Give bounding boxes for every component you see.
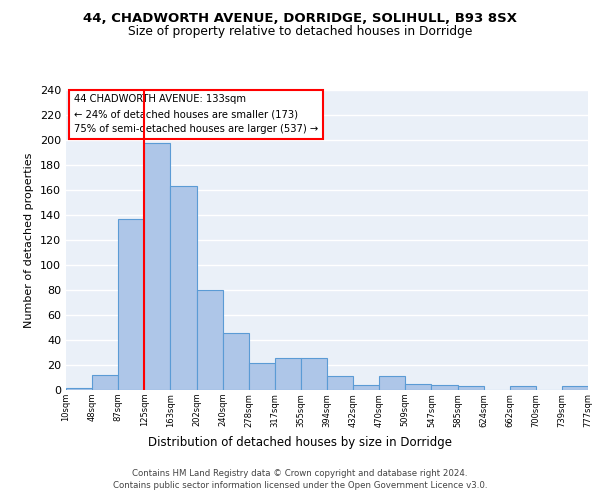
Bar — [353, 385, 379, 390]
Text: Contains public sector information licensed under the Open Government Licence v3: Contains public sector information licen… — [113, 482, 487, 490]
Text: 44, CHADWORTH AVENUE, DORRIDGE, SOLIHULL, B93 8SX: 44, CHADWORTH AVENUE, DORRIDGE, SOLIHULL… — [83, 12, 517, 26]
Text: Size of property relative to detached houses in Dorridge: Size of property relative to detached ho… — [128, 25, 472, 38]
Bar — [301, 358, 327, 390]
Bar — [327, 376, 353, 390]
Bar — [118, 219, 145, 390]
Text: Contains HM Land Registry data © Crown copyright and database right 2024.: Contains HM Land Registry data © Crown c… — [132, 470, 468, 478]
Bar — [458, 386, 484, 390]
Bar — [562, 386, 588, 390]
Bar — [379, 376, 406, 390]
Bar — [66, 388, 92, 390]
Bar — [145, 142, 170, 390]
Text: 44 CHADWORTH AVENUE: 133sqm
← 24% of detached houses are smaller (173)
75% of se: 44 CHADWORTH AVENUE: 133sqm ← 24% of det… — [74, 94, 318, 134]
Bar — [249, 362, 275, 390]
Bar — [406, 384, 431, 390]
Bar — [197, 290, 223, 390]
Bar — [431, 385, 458, 390]
Text: Distribution of detached houses by size in Dorridge: Distribution of detached houses by size … — [148, 436, 452, 449]
Bar — [92, 375, 118, 390]
Y-axis label: Number of detached properties: Number of detached properties — [25, 152, 34, 328]
Bar — [275, 358, 301, 390]
Bar — [223, 332, 249, 390]
Bar — [170, 186, 197, 390]
Bar — [510, 386, 536, 390]
